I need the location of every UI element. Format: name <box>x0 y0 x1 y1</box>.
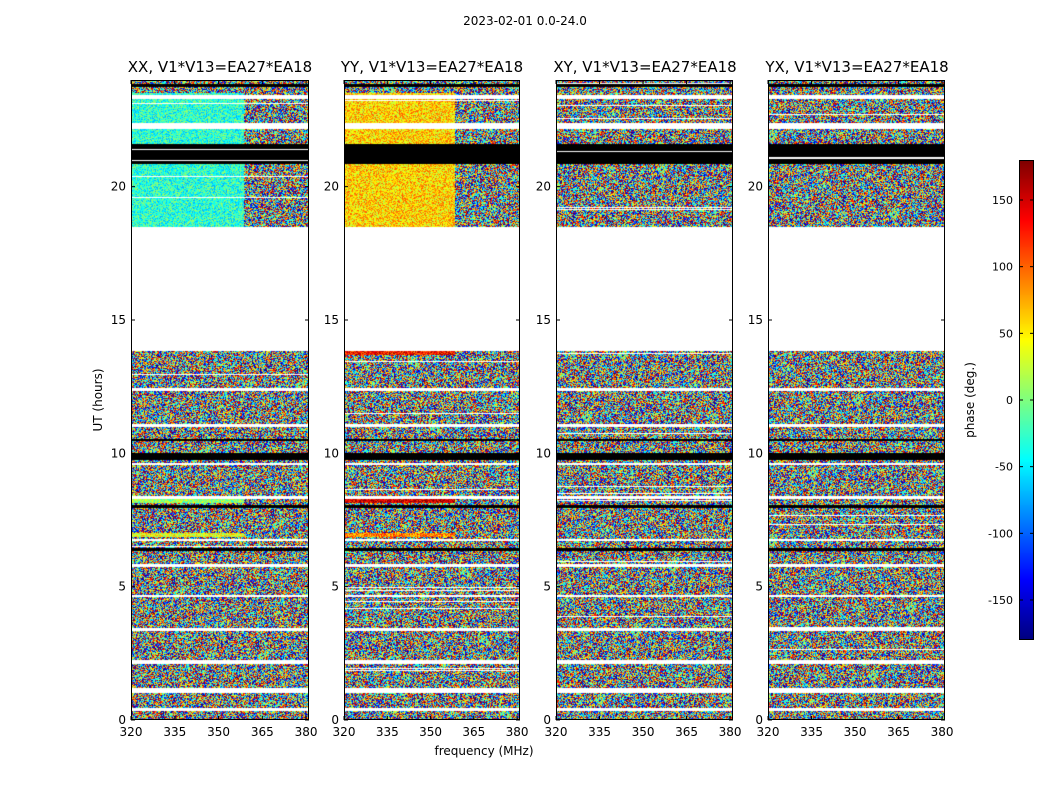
y-tick-label: 15 <box>536 313 551 327</box>
y-tick-label: 20 <box>111 180 126 194</box>
panel-frame-3 <box>768 80 945 720</box>
panel-title-yy: YY, V1*V13=EA27*EA18 <box>340 58 524 76</box>
figure-title: 2023-02-01 0.0-24.0 <box>463 14 587 28</box>
y-tick-label: 0 <box>331 713 339 727</box>
colorbar-tick-label: 100 <box>992 261 1013 274</box>
panel-frame-2 <box>556 80 733 720</box>
y-tick-label: 20 <box>748 180 763 194</box>
x-tick-label: 320 <box>333 725 356 739</box>
x-tick-label: 365 <box>675 725 698 739</box>
y-tick-label: 5 <box>543 580 551 594</box>
y-tick-label: 20 <box>324 180 339 194</box>
y-tick-label: 10 <box>536 446 551 460</box>
x-tick-label: 380 <box>295 725 318 739</box>
panel-frame-0 <box>131 80 309 720</box>
heatmap-yx <box>768 80 945 720</box>
x-tick-label: 380 <box>506 725 529 739</box>
x-tick-label: 350 <box>419 725 442 739</box>
y-tick-label: 5 <box>331 580 339 594</box>
x-tick-label: 350 <box>632 725 655 739</box>
heatmap-xy <box>556 80 733 720</box>
y-tick-label: 20 <box>536 180 551 194</box>
x-tick-label: 320 <box>757 725 780 739</box>
x-tick-label: 365 <box>251 725 274 739</box>
panel-title-yx: YX, V1*V13=EA27*EA18 <box>765 58 949 76</box>
colorbar-tick-label: 50 <box>999 327 1013 340</box>
heatmap-xx <box>131 80 309 720</box>
colorbar-tick-label: 150 <box>992 194 1013 207</box>
y-tick-label: 10 <box>324 446 339 460</box>
x-tick-label: 350 <box>844 725 867 739</box>
panel-title-xy: XY, V1*V13=EA27*EA18 <box>553 58 737 76</box>
colorbar-tick-label: -150 <box>988 594 1013 607</box>
y-tick-label: 0 <box>118 713 126 727</box>
x-tick-label: 380 <box>931 725 954 739</box>
x-tick-label: 380 <box>719 725 742 739</box>
x-axis-label: frequency (MHz) <box>434 744 534 758</box>
x-tick-label: 335 <box>376 725 399 739</box>
colorbar-tick-label: -50 <box>995 461 1013 474</box>
colorbar <box>1019 160 1034 640</box>
y-tick-label: 15 <box>111 313 126 327</box>
y-tick-label: 15 <box>748 313 763 327</box>
x-tick-label: 335 <box>588 725 611 739</box>
heatmap-yy <box>344 80 520 720</box>
x-tick-label: 350 <box>207 725 230 739</box>
x-tick-label: 335 <box>163 725 186 739</box>
y-tick-label: 5 <box>755 580 763 594</box>
y-tick-label: 0 <box>755 713 763 727</box>
y-tick-label: 10 <box>748 446 763 460</box>
y-tick-label: 15 <box>324 313 339 327</box>
panel-title-xx: XX, V1*V13=EA27*EA18 <box>127 58 313 76</box>
x-tick-label: 335 <box>800 725 823 739</box>
x-tick-label: 365 <box>887 725 910 739</box>
x-tick-label: 320 <box>120 725 143 739</box>
x-tick-label: 365 <box>462 725 485 739</box>
y-tick-label: 0 <box>543 713 551 727</box>
y-tick-label: 10 <box>111 446 126 460</box>
x-tick-label: 320 <box>545 725 568 739</box>
y-tick-label: 5 <box>118 580 126 594</box>
colorbar-tick-label: 0 <box>1006 394 1013 407</box>
panel-frame-1 <box>344 80 520 720</box>
colorbar-tick-label: -100 <box>988 527 1013 540</box>
